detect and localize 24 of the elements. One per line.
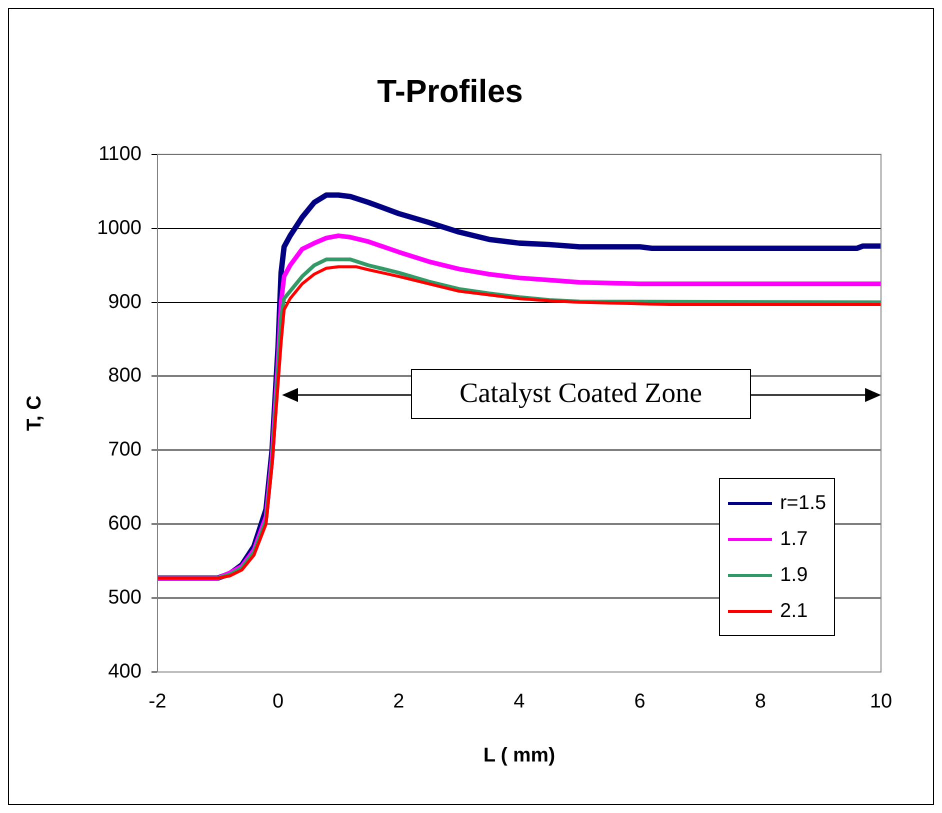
x-tick-label: 10 [870, 690, 892, 713]
x-tick-label: 0 [272, 690, 284, 713]
x-tick-label: 4 [514, 690, 525, 713]
x-tick-label: -2 [148, 690, 166, 713]
y-tick-label: 500 [108, 586, 142, 609]
legend-label: 2.1 [780, 600, 808, 622]
y-tick-label: 700 [108, 438, 142, 461]
y-tick-label: 1100 [98, 142, 142, 165]
legend-label: r=1.5 [780, 492, 826, 514]
y-tick-label: 400 [108, 660, 142, 683]
y-tick-label: 1000 [96, 216, 142, 239]
legend-label: 1.7 [780, 528, 808, 550]
annotation: Catalyst Coated Zone [459, 378, 702, 410]
y-tick-label: 800 [108, 364, 142, 387]
y-axis-title: T, C [24, 395, 46, 431]
x-tick-label: 6 [634, 690, 646, 713]
x-tick-label: 2 [393, 690, 404, 713]
x-axis-title: L ( mm) [483, 744, 556, 767]
note-box: Catalyst Coated Zone [410, 369, 751, 420]
x-tick-label: 8 [754, 690, 766, 713]
chart-title: T-Profiles [377, 73, 523, 110]
y-tick-label: 600 [108, 512, 142, 535]
legend-label: 1.9 [780, 564, 808, 586]
y-tick-label: 900 [108, 290, 142, 313]
